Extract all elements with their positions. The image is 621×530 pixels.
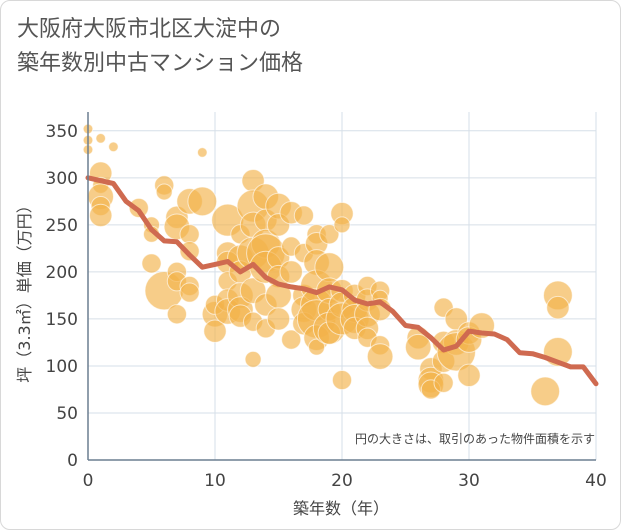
data-bubble xyxy=(366,343,394,370)
data-bubble xyxy=(546,295,570,320)
data-bubble xyxy=(141,253,162,274)
data-bubble xyxy=(155,183,173,201)
data-bubble xyxy=(457,363,481,388)
chart-title: 大阪府大阪市北区大淀中の 築年数別中古マンション価格 xyxy=(17,13,437,81)
data-bubble xyxy=(319,224,340,245)
data-bubble xyxy=(331,369,353,391)
y-tick-label: 200 xyxy=(46,263,78,283)
axes xyxy=(87,112,596,461)
data-bubble xyxy=(203,319,227,343)
average-price-line xyxy=(85,175,599,387)
data-bubble xyxy=(179,241,200,262)
x-tick-label: 10 xyxy=(204,471,226,491)
data-bubble xyxy=(187,186,218,217)
data-bubble xyxy=(404,333,432,361)
data-bubble xyxy=(433,372,454,393)
x-axis-label: 築年数（年） xyxy=(293,499,389,518)
x-tick-label: 40 xyxy=(585,471,607,491)
x-tick-label: 30 xyxy=(458,471,480,491)
data-bubble xyxy=(293,205,314,226)
x-tick-label: 20 xyxy=(331,471,353,491)
data-bubble xyxy=(279,260,303,284)
data-bubble xyxy=(89,203,113,228)
data-bubble xyxy=(244,350,262,368)
y-tick-label: 50 xyxy=(56,404,78,424)
data-bubble xyxy=(281,329,302,350)
y-tick-label: 100 xyxy=(46,357,78,377)
y-tick-label: 0 xyxy=(67,451,78,471)
data-bubble xyxy=(197,147,208,158)
x-tick-label: 0 xyxy=(83,471,94,491)
data-bubble xyxy=(166,304,187,325)
y-axis-label: 坪（3.3㎡）単価（万円） xyxy=(15,197,34,382)
chart-title-line1: 大阪府大阪市北区大淀中の xyxy=(17,17,282,42)
y-tick-label: 350 xyxy=(46,122,78,142)
y-tick-label: 250 xyxy=(46,216,78,236)
data-bubble xyxy=(333,216,351,234)
data-bubble xyxy=(266,307,291,331)
data-bubble xyxy=(530,376,561,407)
data-bubble xyxy=(108,141,119,153)
data-bubble xyxy=(95,133,106,144)
y-tick-label: 300 xyxy=(46,169,78,189)
y-tick-label: 150 xyxy=(46,310,78,330)
trend-line xyxy=(85,175,599,387)
chart-title-line2: 築年数別中古マンション価格 xyxy=(17,51,304,76)
data-bubble xyxy=(314,252,345,283)
bubbles xyxy=(82,123,573,407)
data-bubble xyxy=(179,282,200,303)
data-bubble xyxy=(308,338,326,356)
tick-labels: 0 50 100 150 200 250 300 350 0 10 20 30 40 xyxy=(46,122,607,491)
data-bubble xyxy=(179,224,200,245)
bubble-size-note: 円の大きさは、取引のあった物件面積を示す xyxy=(355,431,595,446)
